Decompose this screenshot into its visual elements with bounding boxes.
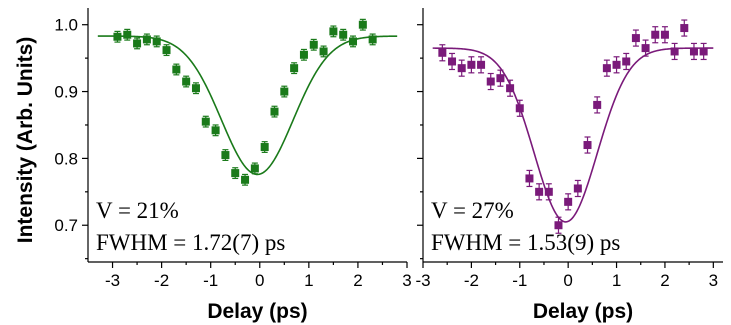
data-point bbox=[515, 104, 524, 113]
data-point bbox=[241, 175, 250, 184]
data-point bbox=[339, 30, 348, 39]
data-point bbox=[113, 32, 122, 41]
data-point bbox=[133, 39, 142, 48]
data-point bbox=[651, 30, 660, 39]
x-tick-label: 2 bbox=[660, 271, 669, 290]
x-tick-label: 3 bbox=[709, 271, 718, 290]
data-point bbox=[699, 47, 708, 56]
data-point bbox=[172, 65, 181, 74]
visibility-annotation: V = 27% bbox=[431, 198, 514, 223]
y-axis-title: Intensity (Arb. Units) bbox=[14, 37, 37, 244]
fwhm-annotation: FWHM = 1.72(7) ps bbox=[96, 230, 285, 255]
data-point bbox=[506, 84, 515, 93]
x-tick-label: 3 bbox=[402, 271, 411, 290]
data-point bbox=[573, 184, 582, 193]
x-tick-label: 1 bbox=[304, 271, 313, 290]
chart-panel-left: -3 -2 -1 0 1 2 3 0.7 0.8 0.9 1.0 Delay (ps) V = 21% F… bbox=[54, 8, 412, 323]
data-point bbox=[593, 100, 602, 109]
x-tick-label: 0 bbox=[563, 271, 572, 290]
data-point bbox=[191, 84, 200, 93]
data-point bbox=[349, 37, 358, 46]
data-point bbox=[564, 197, 573, 206]
data-point bbox=[602, 64, 611, 73]
x-tick-label: -2 bbox=[464, 271, 479, 290]
x-axis-title: Delay (ps) bbox=[207, 300, 307, 323]
y-tick-label: 0.8 bbox=[54, 149, 78, 168]
y-tick-label: 0.7 bbox=[54, 216, 78, 235]
data-point bbox=[689, 47, 698, 56]
data-point bbox=[583, 141, 592, 150]
fit-curve bbox=[97, 35, 398, 176]
x-tick-label: 0 bbox=[255, 271, 264, 290]
data-point bbox=[525, 174, 534, 183]
data-point bbox=[329, 27, 338, 36]
data-point bbox=[182, 77, 191, 86]
data-point bbox=[448, 57, 457, 66]
data-point bbox=[319, 47, 328, 56]
y-tick-label: 0.9 bbox=[54, 83, 78, 102]
data-point bbox=[201, 117, 210, 126]
y-tick-label: 1.0 bbox=[54, 16, 78, 35]
data-point bbox=[641, 44, 650, 53]
data-point bbox=[142, 35, 151, 44]
data-point bbox=[670, 47, 679, 56]
data-point bbox=[438, 48, 447, 57]
x-axis-title: Delay (ps) bbox=[533, 300, 633, 323]
data-point bbox=[612, 60, 621, 69]
data-point bbox=[162, 46, 171, 55]
data-point bbox=[280, 87, 289, 96]
data-point bbox=[290, 64, 299, 73]
data-point bbox=[535, 187, 544, 196]
x-tick-label: 1 bbox=[612, 271, 621, 290]
data-point bbox=[123, 30, 132, 39]
data-point bbox=[221, 151, 230, 160]
x-tick-label: 2 bbox=[353, 271, 362, 290]
x-tick-label: -3 bbox=[415, 271, 430, 290]
data-point bbox=[496, 74, 505, 83]
data-point bbox=[660, 30, 669, 39]
data-point bbox=[544, 187, 553, 196]
x-tick-label: -1 bbox=[203, 271, 218, 290]
visibility-annotation: V = 21% bbox=[96, 198, 179, 223]
fit-curve bbox=[432, 47, 714, 223]
data-point bbox=[250, 164, 259, 173]
data-point bbox=[231, 169, 240, 178]
data-point bbox=[309, 40, 318, 49]
chart-panel-right: -3 -2 -1 0 1 2 3 Delay (ps) V = 27% FWHM = 1.53(9… bbox=[415, 8, 723, 323]
data-point bbox=[152, 37, 161, 46]
x-tick-label: -2 bbox=[154, 271, 169, 290]
data-point bbox=[457, 64, 466, 73]
x-tick-label: -1 bbox=[512, 271, 527, 290]
data-point bbox=[486, 77, 495, 86]
data-point bbox=[467, 60, 476, 69]
data-point bbox=[368, 35, 377, 44]
data-point bbox=[270, 107, 279, 116]
data-point bbox=[622, 57, 631, 66]
x-tick-label: -3 bbox=[105, 271, 120, 290]
data-point bbox=[680, 24, 689, 33]
data-point bbox=[631, 34, 640, 43]
data-point bbox=[554, 221, 563, 230]
data-point bbox=[299, 50, 308, 59]
fwhm-annotation: FWHM = 1.53(9) ps bbox=[431, 230, 620, 255]
data-point bbox=[260, 143, 269, 152]
data-point bbox=[211, 126, 220, 135]
data-point bbox=[358, 20, 367, 29]
data-point bbox=[477, 60, 486, 69]
